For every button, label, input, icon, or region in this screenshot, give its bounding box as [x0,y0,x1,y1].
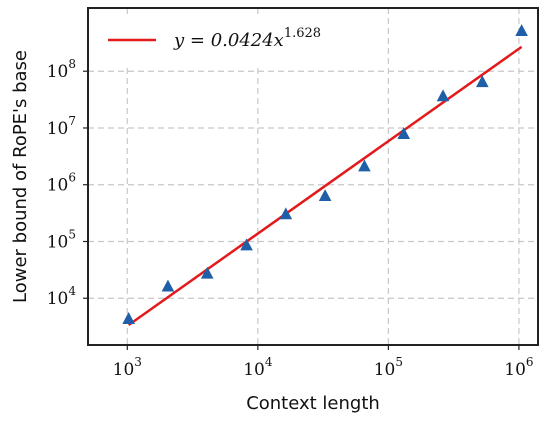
x-tick-exponent: 5 [395,355,403,369]
y-tick-base: 10 [47,119,69,139]
y-tick-exponent: 7 [68,114,76,128]
x-tick-label: 104 [243,355,273,380]
y-tick-base: 10 [47,176,69,196]
fit-line-layer [127,45,523,327]
x-tick-exponent: 3 [134,355,142,369]
legend-fit-label: y = 0.0424x1.628 [173,26,321,51]
data-point [200,266,214,279]
x-tick-base: 10 [504,360,526,380]
data-point [358,159,371,172]
data-point [436,89,450,102]
y-axis-label: Lower bound of RoPE's base [10,50,31,303]
data-point [122,312,135,324]
x-tick-base: 10 [113,360,135,380]
data-point [397,127,411,139]
y-tick-label: 108 [47,57,76,82]
data-point [279,207,293,220]
x-tick-exponent: 4 [265,355,273,369]
x-tick-label: 103 [113,355,142,380]
y-tick-label: 106 [47,171,76,196]
x-tick-exponent: 6 [526,355,534,369]
data-points [122,24,528,324]
y-tick-label: 105 [47,227,76,252]
data-point [240,238,253,251]
y-tick-exponent: 4 [68,284,76,298]
legend-fit-exponent: 1.628 [284,26,321,41]
y-tick-label: 107 [47,114,76,139]
data-point [318,189,332,202]
x-tick-base: 10 [374,360,396,380]
data-point [515,24,528,36]
y-tick-base: 10 [47,62,69,82]
legend: y = 0.0424x1.628 [96,16,346,64]
grid [88,8,538,345]
x-tick-base: 10 [243,360,265,380]
fit-line [127,45,523,327]
x-tick-label: 105 [374,355,403,380]
legend-fit-equation: y = 0.0424x [173,30,284,51]
data-point [476,75,489,88]
y-tick-label: 104 [47,284,77,309]
x-axis-label: Context length [246,393,380,414]
y-tick-exponent: 6 [68,171,76,185]
y-tick-base: 10 [47,232,69,252]
data-point [161,279,175,292]
x-tick-label: 106 [504,355,533,380]
y-tick-exponent: 8 [68,57,76,71]
y-tick-base: 10 [47,289,69,309]
y-tick-exponent: 5 [68,227,76,241]
plot-frame [87,7,539,346]
